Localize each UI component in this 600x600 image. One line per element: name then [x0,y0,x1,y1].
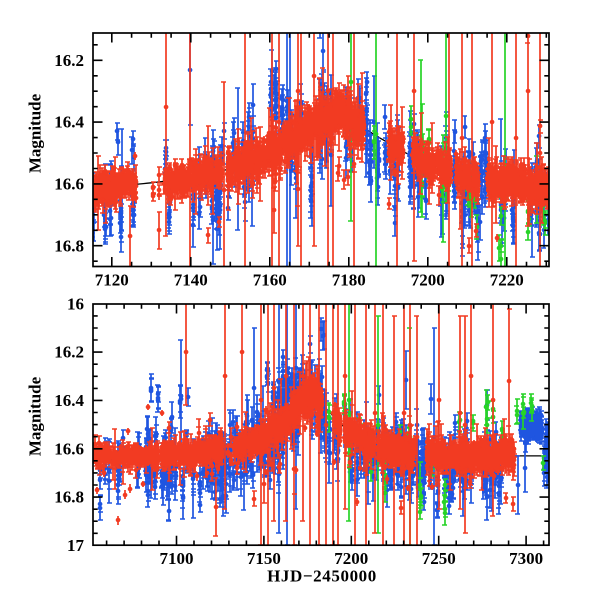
svg-text:Magnitude: Magnitude [26,93,45,173]
svg-text:16.6: 16.6 [54,175,84,194]
svg-text:16.4: 16.4 [54,391,84,410]
svg-text:7160: 7160 [253,271,287,290]
svg-text:HJD−2450000: HJD−2450000 [267,567,377,586]
svg-text:Magnitude: Magnitude [26,376,45,456]
svg-text:7250: 7250 [422,549,456,568]
svg-text:7100: 7100 [160,549,194,568]
svg-text:7220: 7220 [490,271,524,290]
svg-text:16.8: 16.8 [54,488,84,507]
svg-text:7140: 7140 [174,271,208,290]
svg-text:16.2: 16.2 [54,343,84,362]
svg-text:16.6: 16.6 [54,439,84,458]
svg-text:17: 17 [67,536,85,555]
svg-text:7200: 7200 [334,549,368,568]
svg-text:16: 16 [67,294,84,313]
svg-text:16.8: 16.8 [54,236,84,255]
svg-text:16.2: 16.2 [54,51,84,70]
svg-text:7200: 7200 [411,271,445,290]
svg-text:7150: 7150 [247,549,281,568]
svg-text:7120: 7120 [95,271,129,290]
svg-text:7300: 7300 [509,549,543,568]
svg-text:16.4: 16.4 [54,113,84,132]
svg-text:7180: 7180 [332,271,366,290]
